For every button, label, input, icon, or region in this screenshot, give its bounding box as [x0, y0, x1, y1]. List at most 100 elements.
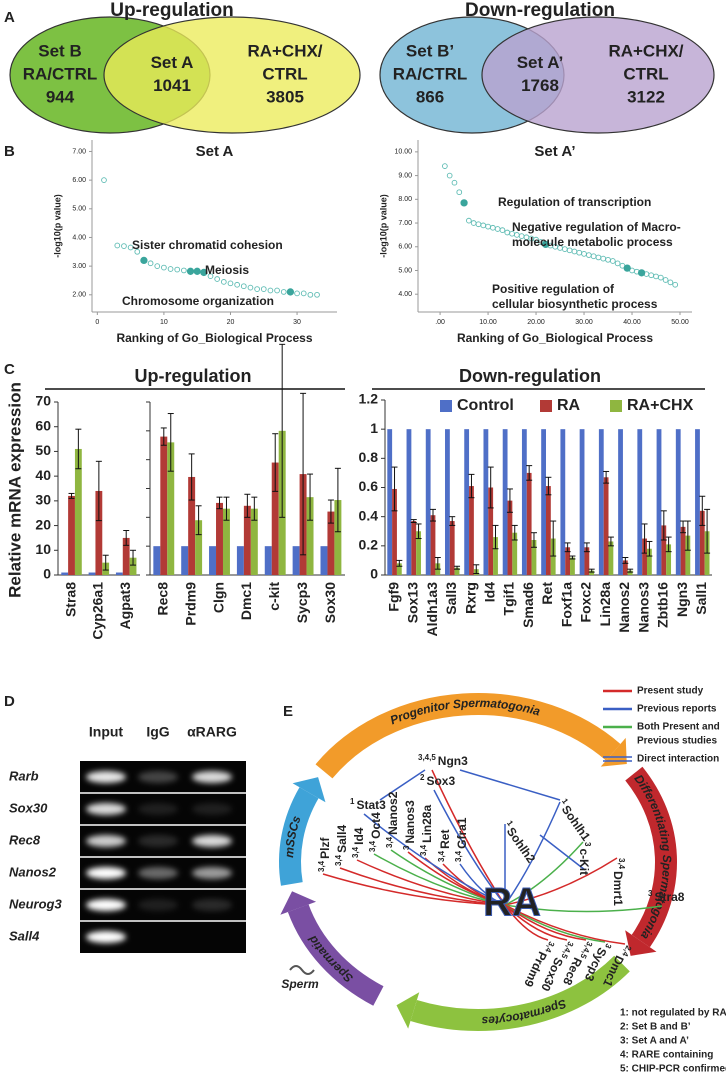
- gene-superscript: 3,4: [351, 846, 360, 858]
- gene-superscript: 3: [648, 889, 653, 898]
- legend-label: Both Present and: [637, 722, 720, 733]
- point: [193, 267, 201, 275]
- annotation: Regulation of transcription: [498, 195, 651, 209]
- annotation: Chromosome organization: [122, 294, 274, 308]
- bar: [334, 500, 342, 575]
- bar: [502, 429, 508, 575]
- sperm-label: Sperm: [281, 977, 319, 991]
- gene-name: Oct4: [369, 812, 383, 839]
- gene-superscript: 2,4: [620, 944, 633, 958]
- gel-row-label: Rec8: [9, 832, 41, 847]
- x-tick-label: 10: [160, 319, 168, 326]
- gene: 3c-Kit: [577, 842, 592, 875]
- bar: [622, 560, 628, 575]
- interaction-line: [379, 769, 426, 801]
- bar: [608, 541, 614, 575]
- bar: [115, 572, 123, 575]
- error-bar: [123, 530, 130, 546]
- point: [254, 286, 260, 292]
- error-bar: [545, 476, 552, 496]
- x-tick-label: Fgf9: [385, 582, 401, 612]
- gel-band: [192, 835, 232, 847]
- x-tick-label: Cyp26a1: [90, 582, 106, 640]
- venn-label: CTRL: [262, 64, 307, 83]
- x-tick-label: Aldh1a3: [424, 582, 440, 637]
- stage-arrowhead: [396, 992, 420, 1029]
- bar: [680, 526, 686, 575]
- point: [590, 253, 597, 260]
- bar: [327, 511, 335, 575]
- gene-name: c-Kit: [577, 848, 591, 875]
- annotation: cellular biosynthetic process: [492, 297, 658, 311]
- bar: [292, 546, 300, 575]
- bar: [396, 563, 402, 575]
- legend-label: Control: [457, 397, 514, 414]
- x-tick-label: Ret: [539, 582, 555, 605]
- point: [260, 286, 267, 292]
- bar: [406, 429, 412, 575]
- gene-superscript: 3,4: [617, 858, 626, 870]
- y-tick-label: 0.8: [359, 449, 379, 465]
- gene: 1 Stat3: [350, 797, 386, 812]
- gene-superscript: 3,4: [385, 836, 394, 848]
- error-bar: [699, 495, 706, 526]
- point: [662, 277, 669, 283]
- gene: 3,4Id4: [351, 827, 366, 858]
- x-tick-label: c-kit: [266, 582, 282, 611]
- point: [161, 264, 167, 271]
- gel-column: IgG: [146, 724, 169, 740]
- point: [581, 251, 587, 257]
- point: [186, 267, 195, 275]
- gel-band: [86, 835, 126, 847]
- interaction-line: [539, 834, 586, 871]
- gene: 3,4Ret: [437, 830, 452, 862]
- gel-band: [86, 803, 126, 815]
- bar: [507, 500, 513, 575]
- regulation-line: [322, 873, 506, 906]
- legend-label: Previous reports: [637, 704, 717, 715]
- regulation-line: [504, 904, 663, 913]
- bar: [264, 546, 272, 575]
- bar: [541, 429, 546, 575]
- gene-superscript: 1: [505, 819, 515, 828]
- stage-arrow: [410, 955, 630, 1031]
- error-bar: [429, 508, 436, 522]
- venn-title: Down-regulation: [465, 0, 615, 21]
- error-bar: [167, 413, 174, 472]
- bar: [464, 429, 470, 575]
- gene-superscript: 2: [420, 773, 425, 782]
- regulation-line: [433, 789, 506, 906]
- bar: [222, 508, 230, 575]
- y-tick-label: 6.00: [72, 177, 86, 184]
- gene-name: Lin28a: [420, 805, 434, 843]
- y-tick-label: 6.00: [398, 244, 412, 251]
- bar: [416, 531, 421, 575]
- error-bar: [216, 496, 223, 510]
- point: [595, 254, 602, 261]
- point: [614, 260, 621, 267]
- footnote: 5: CHIP-PCR confirmed: [620, 1064, 726, 1075]
- point: [234, 281, 240, 288]
- regulation-line: [504, 857, 618, 906]
- point: [623, 264, 631, 272]
- error-bar: [511, 524, 518, 541]
- venn-label: RA+CHX/: [247, 41, 322, 60]
- point: [200, 268, 208, 277]
- gene-name: Sox3: [426, 774, 455, 788]
- point: [154, 263, 161, 269]
- gene-superscript: 3,4: [454, 850, 463, 862]
- y-tick-label: 8.00: [398, 196, 412, 203]
- panel-label: B: [4, 143, 15, 160]
- regulation-line: [373, 853, 506, 906]
- bar: [122, 537, 130, 575]
- gel-row-label: Sall4: [9, 928, 40, 943]
- error-bar: [583, 542, 590, 553]
- venn-label: 3122: [627, 87, 665, 106]
- gene-name: Sohlh2: [504, 825, 539, 866]
- gene-superscript: 3,4: [437, 850, 446, 862]
- gel-band: [138, 899, 178, 911]
- point: [541, 240, 550, 249]
- bar: [88, 572, 96, 575]
- bar: [550, 538, 556, 575]
